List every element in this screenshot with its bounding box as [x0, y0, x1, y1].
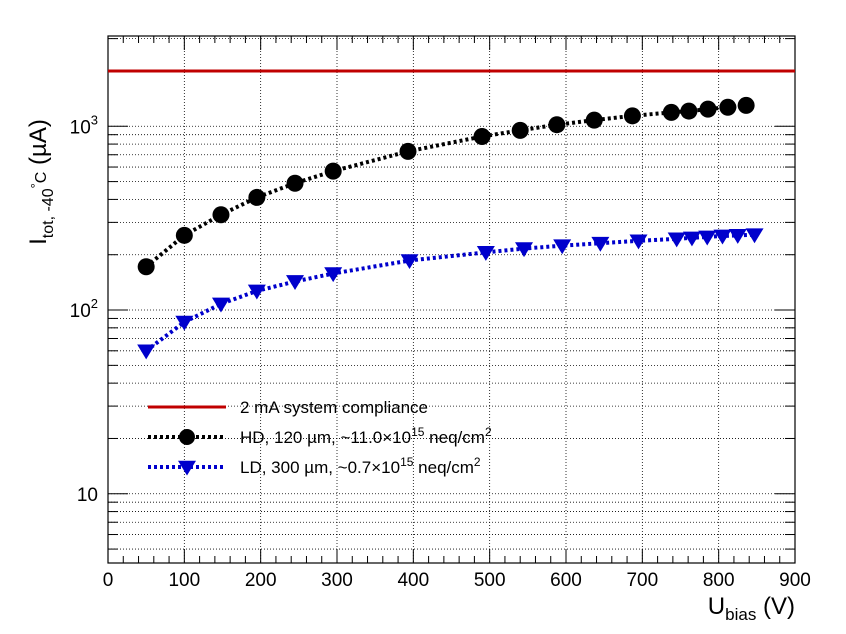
x-tick-label: 100 [168, 570, 200, 591]
data-point-ld [553, 239, 572, 255]
x-tick-label: 400 [397, 570, 429, 591]
data-point-ld [591, 236, 610, 252]
y-tick-label: 10 [77, 485, 98, 506]
x-tick-label: 500 [474, 570, 506, 591]
x-tick-label: 300 [321, 570, 353, 591]
data-point-hd [286, 174, 304, 192]
legend-label-compliance: 2 mA system compliance [240, 398, 428, 417]
data-point-hd [248, 188, 266, 206]
x-tick-label: 700 [626, 570, 658, 591]
x-tick-labels: 0 100 200 300 400 500 600 700 800 900 [103, 570, 811, 591]
data-point-ld [476, 246, 495, 261]
series-layer [108, 69, 795, 360]
data-point-hd [399, 142, 417, 160]
data-point-ld [247, 284, 266, 300]
data-point-hd [585, 111, 603, 129]
data-point-ld [745, 228, 764, 244]
data-point-hd [699, 100, 717, 118]
data-point-ld [400, 254, 419, 270]
x-tick-label: 800 [703, 570, 735, 591]
legend-marker-ld [178, 460, 196, 476]
legend-label-ld: LD, 300 µm, ~0.7×1015 neq/cm2 [240, 455, 481, 477]
x-tick-label: 900 [779, 570, 811, 591]
x-tick-label: 0 [103, 570, 114, 591]
data-point-ld [728, 229, 747, 244]
x-tick-label: 600 [550, 570, 582, 591]
data-point-hd [473, 127, 491, 145]
y-axis-title: Itot, -40°C (µA) [25, 119, 57, 245]
data-point-hd [175, 226, 193, 244]
data-point-ld [175, 315, 194, 331]
data-point-hd [623, 107, 641, 125]
data-point-hd [324, 162, 342, 180]
legend-label-hd: HD, 120 µm, ~11.0×1015 neq/cm2 [240, 425, 492, 447]
data-point-ld [137, 344, 156, 360]
data-point-ld [286, 275, 305, 291]
data-point-ld [682, 231, 701, 247]
data-point-ld [698, 230, 717, 246]
data-point-hd [662, 103, 680, 121]
y-tick-label: 103 [70, 112, 98, 138]
data-point-hd [719, 98, 737, 116]
y-tick-label: 102 [70, 296, 98, 322]
data-point-hd [680, 102, 698, 120]
data-point-ld [324, 267, 343, 283]
data-point-ld [629, 234, 648, 250]
y-tick-labels: 10 102 103 [70, 112, 98, 505]
data-point-hd [737, 96, 755, 114]
plot-frame [107, 35, 796, 564]
legend-marker-hd [179, 429, 195, 445]
data-point-hd [137, 258, 155, 276]
data-point-ld [667, 232, 686, 248]
data-point-ld [211, 297, 230, 313]
x-tick-label: 200 [245, 570, 277, 591]
data-point-ld [515, 242, 534, 258]
data-point-ld [713, 229, 732, 245]
data-point-hd [511, 121, 529, 139]
legend: 2 mA system compliance HD, 120 µm, ~11.0… [148, 398, 492, 477]
data-point-hd [548, 116, 566, 134]
data-point-hd [212, 206, 230, 224]
svg-text:Itot, -40°C (µA): Itot, -40°C (µA) [25, 119, 57, 245]
x-axis-title: Ubias (V) [708, 593, 795, 624]
